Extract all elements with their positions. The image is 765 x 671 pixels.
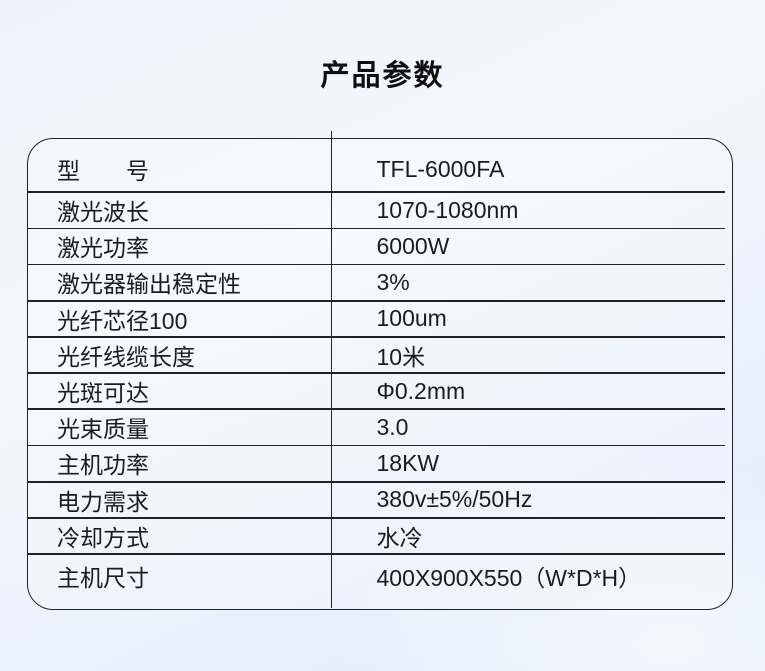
spec-value: 3.0 bbox=[376, 413, 409, 440]
spec-label: 激光器输出稳定性 bbox=[57, 271, 241, 298]
spec-value: Φ0.2mm bbox=[376, 377, 466, 404]
column-divider bbox=[330, 131, 333, 608]
spec-value: 380v±5%/50Hz bbox=[376, 486, 533, 513]
product-spec-table: 型 号 TFL-6000FA 激光波长 1070-1080nm 激光功率 600… bbox=[27, 131, 733, 610]
spec-row-stability: 激光器输出稳定性 3% bbox=[28, 264, 732, 302]
spec-label: 冷却方式 bbox=[57, 524, 149, 551]
spec-value: 400X900X550（W*D*H） bbox=[376, 565, 642, 592]
spec-value: TFL-6000FA bbox=[376, 155, 505, 182]
spec-row-spot-size: 光斑可达 Φ0.2mm bbox=[28, 373, 732, 411]
spec-label: 光斑可达 bbox=[57, 380, 149, 407]
spec-row-core-diameter: 光纤芯径100 100um bbox=[28, 301, 732, 338]
spec-row-cable-length: 光纤线缆长度 10米 bbox=[28, 337, 732, 375]
spec-value: 水冷 bbox=[376, 524, 423, 551]
spec-label: 光束质量 bbox=[57, 416, 149, 443]
spec-label: 主机尺寸 bbox=[57, 565, 149, 592]
spec-label: 激光功率 bbox=[57, 235, 149, 262]
spec-row-machine-power: 主机功率 18KW bbox=[28, 445, 732, 483]
spec-row-dimensions: 主机尺寸 400X900X550（W*D*H） bbox=[28, 554, 732, 609]
spec-value: 10米 bbox=[376, 343, 426, 370]
spec-label: 激光波长 bbox=[57, 199, 149, 226]
spec-label: 主机功率 bbox=[57, 452, 149, 479]
spec-value: 1070-1080nm bbox=[376, 196, 519, 223]
spec-value: 18KW bbox=[376, 449, 440, 476]
spec-value: 6000W bbox=[376, 232, 450, 259]
spec-row-power-requirement: 电力需求 380v±5%/50Hz bbox=[28, 482, 732, 519]
spec-value: 100um bbox=[376, 305, 447, 332]
spec-value: 3% bbox=[376, 268, 410, 295]
spec-label: 光纤芯径100 bbox=[57, 307, 188, 334]
spec-label: 型 号 bbox=[57, 158, 149, 184]
spec-row-wavelength: 激光波长 1070-1080nm bbox=[28, 192, 732, 230]
spec-row-laser-power: 激光功率 6000W bbox=[28, 228, 732, 266]
spec-row-model: 型 号 TFL-6000FA bbox=[28, 139, 732, 193]
spec-label: 电力需求 bbox=[57, 488, 149, 515]
page-title: 产品参数 bbox=[320, 60, 445, 92]
spec-label: 光纤线缆长度 bbox=[57, 343, 195, 370]
spec-row-cooling: 冷却方式 水冷 bbox=[28, 518, 732, 556]
spec-row-beam-quality: 光束质量 3.0 bbox=[28, 409, 732, 447]
